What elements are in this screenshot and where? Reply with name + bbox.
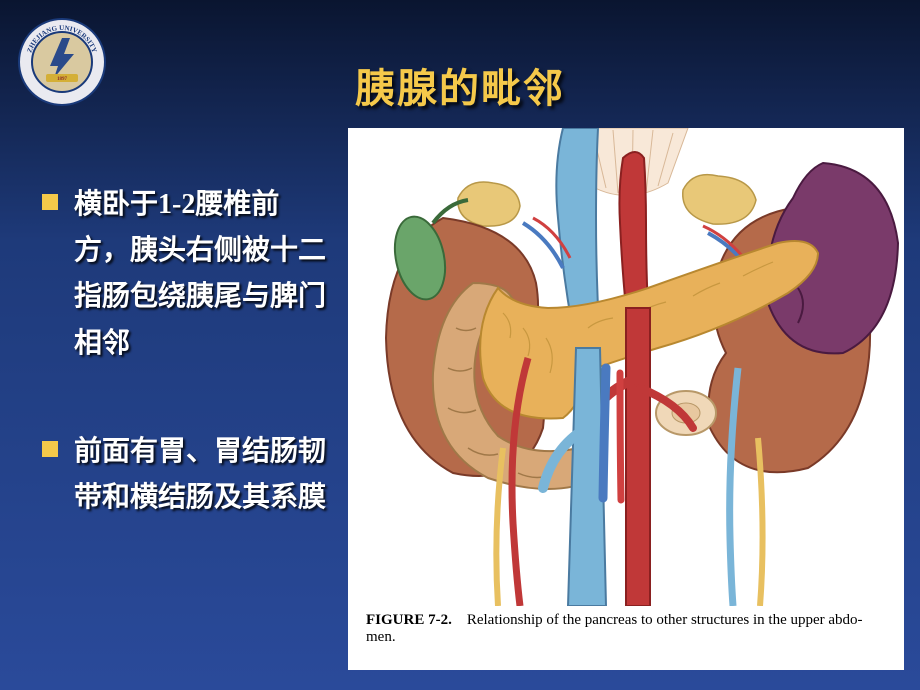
anatomy-illustration (348, 128, 904, 606)
caption-label: FIGURE 7-2. (366, 612, 452, 628)
bullet-item: 横卧于1-2腰椎前方，胰头右侧被十二指肠包绕胰尾与脾门相邻 (42, 182, 332, 367)
caption-text-line2: men. (366, 629, 886, 646)
figure-caption: FIGURE 7-2. Relationship of the pancreas… (348, 606, 904, 656)
aorta-upper-icon (619, 152, 648, 308)
aorta-lower-icon (626, 308, 650, 606)
bullet-text: 横卧于1-2腰椎前方，胰头右侧被十二指肠包绕胰尾与脾门相邻 (74, 182, 332, 367)
adrenal-left-icon (458, 182, 520, 226)
page-title: 胰腺的毗邻 (0, 56, 920, 114)
bullet-text: 前面有胃、胃结肠韧带和横结肠及其系膜 (74, 429, 332, 521)
caption-text-line1: Relationship of the pancreas to other st… (467, 612, 863, 628)
bullet-list: 横卧于1-2腰椎前方，胰头右侧被十二指肠包绕胰尾与脾门相邻 前面有胃、胃结肠韧带… (42, 182, 332, 583)
smv-icon (603, 368, 606, 498)
anatomy-figure: FIGURE 7-2. Relationship of the pancreas… (348, 128, 904, 670)
bullet-marker-icon (42, 441, 58, 457)
title-container: 胰腺的毗邻 (0, 56, 920, 114)
bullet-marker-icon (42, 194, 58, 210)
bullet-item: 前面有胃、胃结肠韧带和横结肠及其系膜 (42, 429, 332, 521)
sma-icon (620, 373, 621, 500)
